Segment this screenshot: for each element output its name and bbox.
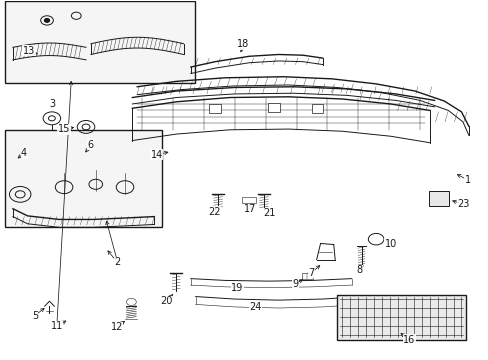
Text: 23: 23: [457, 199, 469, 210]
Text: 1: 1: [464, 175, 470, 185]
Text: 18: 18: [237, 40, 249, 49]
Text: 19: 19: [231, 283, 243, 293]
Bar: [267, 103, 279, 112]
Text: 3: 3: [49, 99, 55, 109]
Text: 8: 8: [355, 265, 362, 275]
Bar: [336, 295, 466, 339]
Text: 11: 11: [51, 321, 63, 331]
Text: 21: 21: [263, 208, 276, 218]
Bar: [4, 130, 161, 226]
Text: 12: 12: [110, 322, 122, 332]
Text: 4: 4: [21, 148, 27, 158]
FancyBboxPatch shape: [428, 192, 448, 206]
Bar: [4, 1, 194, 83]
Circle shape: [44, 19, 49, 22]
Text: 24: 24: [248, 302, 261, 312]
Text: 6: 6: [88, 140, 94, 150]
Text: 10: 10: [384, 239, 396, 249]
Text: 22: 22: [207, 207, 220, 217]
Text: 17: 17: [244, 204, 256, 215]
Text: 5: 5: [32, 311, 38, 320]
Text: 16: 16: [403, 334, 415, 345]
Text: 9: 9: [292, 279, 298, 289]
Text: 7: 7: [308, 267, 314, 278]
Text: 15: 15: [58, 124, 70, 134]
Text: 2: 2: [114, 257, 121, 267]
Bar: [242, 197, 255, 203]
Text: 20: 20: [160, 296, 172, 306]
Bar: [302, 273, 312, 279]
Bar: [311, 104, 323, 113]
Bar: [209, 104, 221, 113]
Text: 14: 14: [150, 150, 163, 160]
Text: 13: 13: [23, 46, 35, 56]
